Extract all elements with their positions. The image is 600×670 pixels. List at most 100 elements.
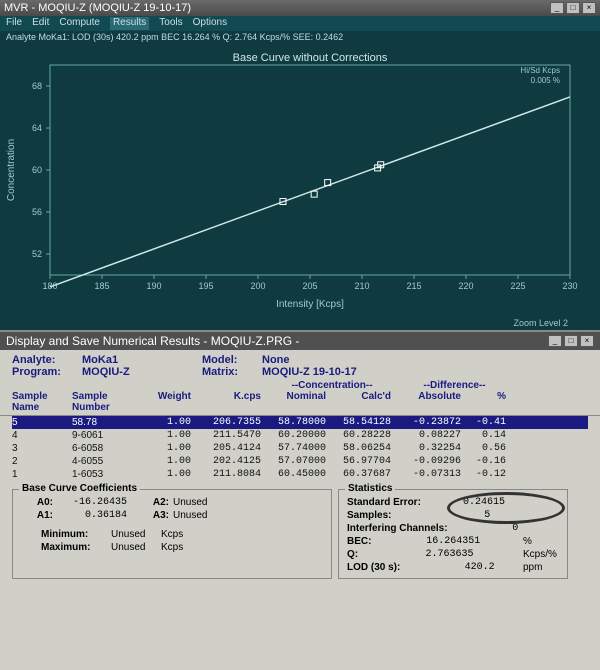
- results-title-bar: Display and Save Numerical Results - MOQ…: [0, 332, 600, 350]
- matrix-label: Matrix:: [202, 366, 262, 378]
- lod-value: 420.2: [425, 562, 495, 573]
- col-sup-concentration: --Concentration--: [267, 380, 397, 391]
- svg-text:210: 210: [354, 281, 369, 291]
- svg-text:215: 215: [406, 281, 421, 291]
- results-close-button[interactable]: ×: [580, 335, 594, 347]
- menu-tools[interactable]: Tools: [159, 17, 182, 30]
- menu-edit[interactable]: Edit: [32, 17, 49, 30]
- svg-text:Intensity [Kcps]: Intensity [Kcps]: [276, 299, 344, 310]
- col-absolute: Absolute: [397, 391, 467, 413]
- meta-block: Analyte: MoKa1 Model: None Program: MOQI…: [0, 350, 600, 380]
- samples-label: Samples:: [347, 510, 391, 521]
- svg-text:60: 60: [32, 165, 42, 175]
- svg-text:220: 220: [458, 281, 473, 291]
- min-value: Unused: [111, 529, 161, 540]
- max-unit: Kcps: [161, 542, 183, 553]
- col-sample-name: Sample Name: [12, 391, 72, 413]
- col-calcd: Calc'd: [332, 391, 397, 413]
- menu-compute[interactable]: Compute: [59, 17, 100, 30]
- q-unit: Kcps/%: [519, 549, 559, 560]
- col-sample-number: Sample Number: [72, 391, 137, 413]
- coefficients-legend: Base Curve Coefficients: [19, 483, 140, 494]
- svg-text:195: 195: [198, 281, 213, 291]
- results-window: Display and Save Numerical Results - MOQ…: [0, 330, 600, 670]
- col-sup-difference: --Difference--: [397, 380, 512, 391]
- program-label: Program:: [12, 366, 82, 378]
- statistics-box: Statistics Standard Error:0.24615 Sample…: [338, 489, 568, 579]
- interf-value: 0: [448, 523, 518, 534]
- min-label: Minimum:: [41, 529, 111, 540]
- table-header-sup: --Concentration-- --Difference--: [0, 380, 600, 391]
- maximize-button[interactable]: □: [566, 2, 580, 14]
- menu-options[interactable]: Options: [193, 17, 227, 30]
- stats-line: Analyte MoKa1: LOD (30s) 420.2 ppm BEC 1…: [0, 31, 600, 45]
- col-nominal: Nominal: [267, 391, 332, 413]
- lod-unit: ppm: [519, 562, 559, 573]
- a1-value: 0.36184: [57, 510, 137, 521]
- table-row[interactable]: 24-60551.00202.412557.0700056.97704-0.09…: [12, 455, 588, 468]
- col-kcps: K.cps: [197, 391, 267, 413]
- svg-text:56: 56: [32, 207, 42, 217]
- bec-label: BEC:: [347, 536, 371, 547]
- analyte-label: Analyte:: [12, 354, 82, 366]
- bec-value: 16.264351: [410, 536, 480, 547]
- svg-text:190: 190: [146, 281, 161, 291]
- a1-label: A1:: [21, 510, 57, 521]
- svg-text:64: 64: [32, 123, 42, 133]
- svg-text:230: 230: [562, 281, 577, 291]
- results-window-title: Display and Save Numerical Results - MOQ…: [6, 334, 299, 348]
- calibration-chart: 180 185 190 195 200 205 210 215 220 225 230 52 56 60 6…: [0, 45, 600, 315]
- q-value: 2.763635: [404, 549, 474, 560]
- table-row[interactable]: 11-60531.00211.808460.4500060.37687-0.07…: [12, 468, 588, 481]
- a3-value: Unused: [173, 510, 223, 521]
- svg-text:225: 225: [510, 281, 525, 291]
- minimize-button[interactable]: _: [550, 2, 564, 14]
- results-maximize-button[interactable]: □: [564, 335, 578, 347]
- min-unit: Kcps: [161, 529, 183, 540]
- program-value: MOQIU-Z: [82, 366, 202, 378]
- bec-unit: %: [519, 536, 559, 547]
- close-button[interactable]: ×: [582, 2, 596, 14]
- a3-label: A3:: [137, 510, 173, 521]
- svg-text:185: 185: [94, 281, 109, 291]
- table-header: Sample Name Sample Number Weight K.cps N…: [0, 391, 600, 416]
- table-row[interactable]: 558.781.00206.735558.7800058.54128-0.238…: [12, 416, 588, 429]
- matrix-value: MOQIU-Z 19-10-17: [262, 366, 382, 378]
- a2-label: A2:: [137, 497, 173, 508]
- max-label: Maximum:: [41, 542, 111, 553]
- coefficients-box: Base Curve Coefficients A0: -16.26435 A2…: [12, 489, 332, 579]
- svg-text:Concentration: Concentration: [6, 139, 17, 201]
- se-value: 0.24615: [435, 497, 505, 508]
- svg-text:205: 205: [302, 281, 317, 291]
- se-label: Standard Error:: [347, 497, 421, 508]
- results-minimize-button[interactable]: _: [548, 335, 562, 347]
- model-label: Model:: [202, 354, 262, 366]
- svg-text:200: 200: [250, 281, 265, 291]
- a0-label: A0:: [21, 497, 57, 508]
- analyte-value: MoKa1: [82, 354, 202, 366]
- menu-file[interactable]: File: [6, 17, 22, 30]
- col-weight: Weight: [137, 391, 197, 413]
- statistics-legend: Statistics: [345, 483, 395, 494]
- table-body: 558.781.00206.735558.7800058.54128-0.238…: [0, 416, 600, 481]
- a0-value: -16.26435: [57, 497, 137, 508]
- svg-text:180: 180: [42, 281, 57, 291]
- lod-label: LOD (30 s):: [347, 562, 400, 573]
- col-pct: %: [467, 391, 512, 413]
- menu-bar: File Edit Compute Results Tools Options: [0, 16, 600, 31]
- svg-text:0.005 %: 0.005 %: [531, 76, 560, 85]
- svg-text:68: 68: [32, 81, 42, 91]
- window-title: MVR - MOQIU-Z (MOQIU-Z 19-10-17): [4, 2, 191, 14]
- table-row[interactable]: 49-60611.00211.547060.2000060.282280.082…: [12, 429, 588, 442]
- a2-value: Unused: [173, 497, 223, 508]
- table-row[interactable]: 36-60581.00205.412457.7400058.062540.322…: [12, 442, 588, 455]
- chart-window: MVR - MOQIU-Z (MOQIU-Z 19-10-17) _ □ × F…: [0, 0, 600, 330]
- interf-label: Interfering Channels:: [347, 523, 448, 534]
- model-value: None: [262, 354, 382, 366]
- max-value: Unused: [111, 542, 161, 553]
- menu-results[interactable]: Results: [110, 17, 149, 30]
- q-label: Q:: [347, 549, 358, 560]
- svg-text:Base Curve without Corrections: Base Curve without Corrections: [233, 52, 388, 64]
- svg-text:52: 52: [32, 249, 42, 259]
- svg-text:Hi/Sd Kcps: Hi/Sd Kcps: [520, 66, 560, 75]
